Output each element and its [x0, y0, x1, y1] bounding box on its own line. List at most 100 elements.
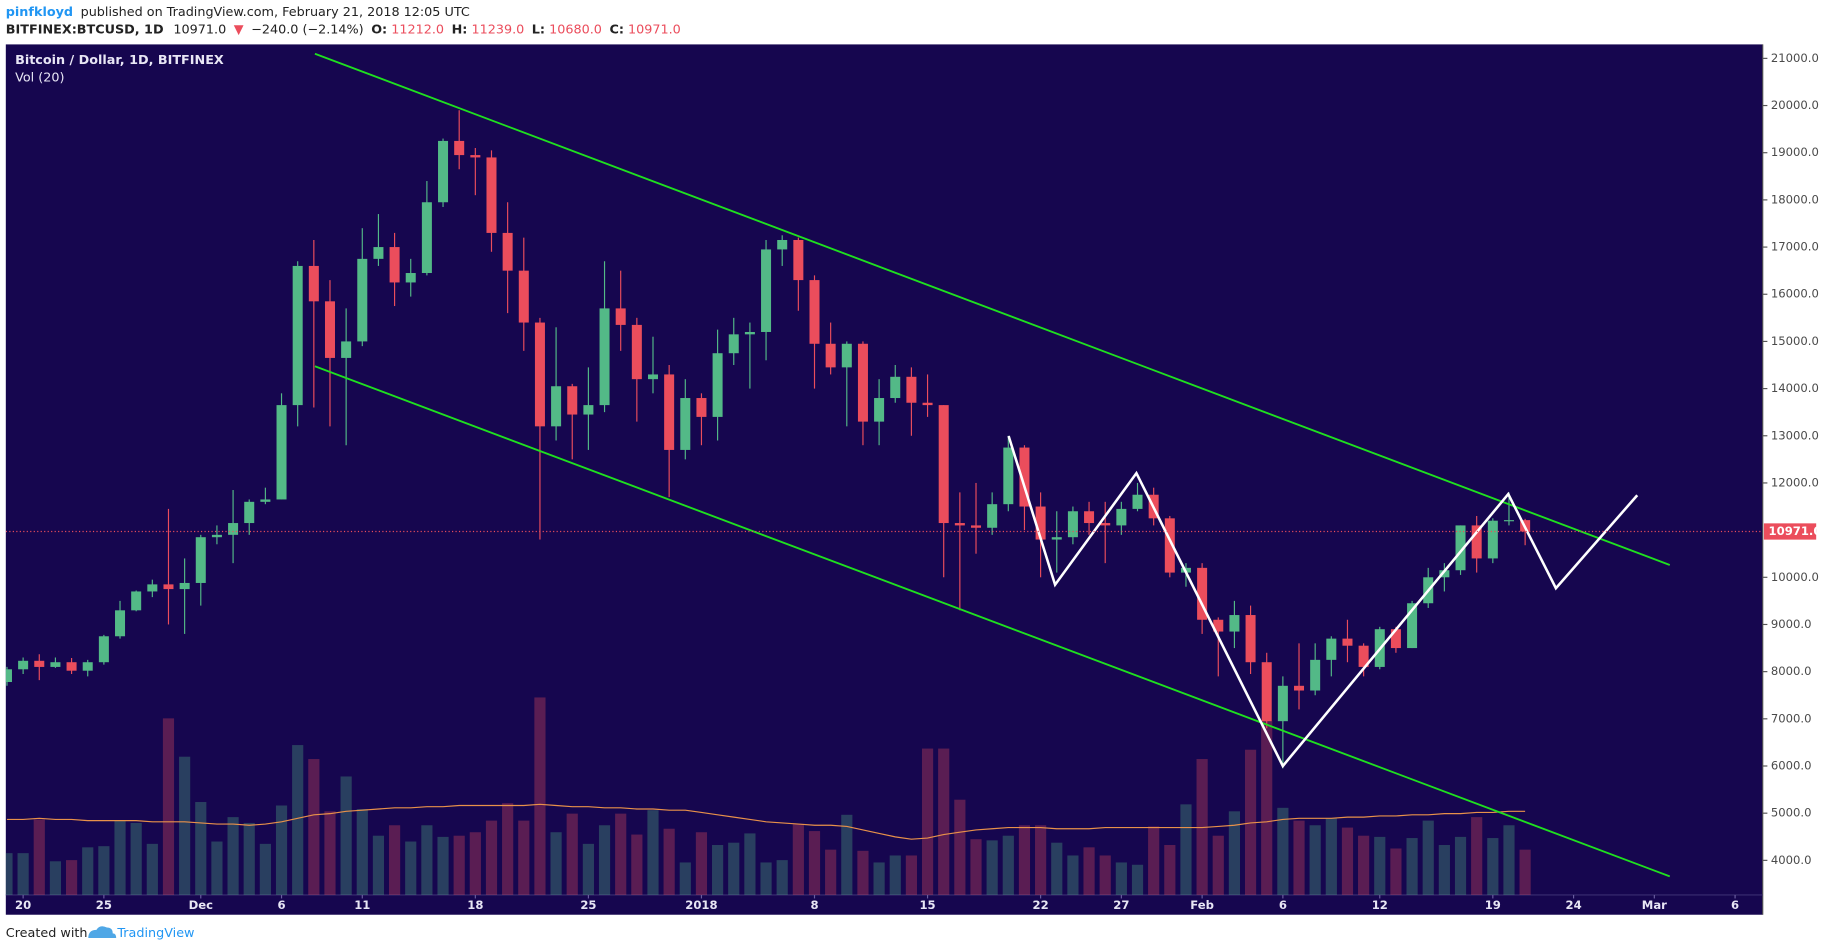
candle-body	[664, 374, 675, 450]
drawings	[314, 52, 1671, 878]
candle-body	[938, 405, 949, 524]
candle-body	[793, 239, 804, 281]
y-tick-label: 12000.0	[1771, 475, 1819, 489]
candle-body	[551, 386, 562, 427]
candle-body	[1487, 520, 1498, 559]
x-tick-label: 25	[580, 898, 596, 912]
volume-bar	[970, 839, 982, 895]
candle-body	[1067, 511, 1078, 538]
volume-bar	[1212, 835, 1224, 895]
volume-bar	[1228, 811, 1241, 895]
candle-body	[1100, 523, 1111, 526]
volume-bar	[1341, 827, 1354, 895]
candle-body	[534, 322, 545, 427]
volume-bar	[324, 811, 336, 895]
volume-bar	[1454, 836, 1467, 895]
volume-bar	[938, 748, 950, 895]
volume-bar	[1471, 817, 1483, 895]
change-arrow: ▼	[234, 22, 244, 37]
candle-body	[357, 258, 368, 342]
footer-brand[interactable]: TradingView	[116, 926, 194, 941]
candle-body	[324, 301, 335, 358]
axes: 21000.0 20000.0 19000.0 18000.0 17000.0 16000…	[15, 51, 1819, 912]
candle-body	[1261, 662, 1272, 722]
candle-body	[1035, 506, 1046, 540]
volume-bar	[534, 697, 546, 895]
candle-body	[971, 525, 982, 528]
open-value: 11212.0	[391, 22, 444, 37]
volume-bar	[1018, 825, 1031, 895]
volume-bar	[695, 832, 708, 895]
y-tick-label: 17000.0	[1771, 240, 1819, 254]
candle-body	[389, 247, 400, 283]
volume-bar	[485, 820, 498, 895]
x-tick-label: 19	[1485, 898, 1501, 912]
candle-body	[1455, 525, 1466, 571]
candle-body	[696, 398, 707, 417]
volume-bar	[33, 819, 45, 895]
candle-body	[98, 636, 109, 663]
volume-bar	[1002, 835, 1014, 895]
volume-bar	[760, 862, 772, 895]
volume-bar	[1374, 836, 1386, 895]
candle-body	[50, 662, 61, 667]
candle-body	[1213, 619, 1224, 632]
candle-body	[18, 660, 29, 670]
candle-body	[163, 584, 174, 590]
volume-bar	[130, 822, 142, 895]
candle-body	[341, 341, 352, 358]
volume-bar	[1406, 838, 1418, 895]
zigzag-pattern	[1007, 435, 1639, 769]
volume-bar	[227, 817, 239, 895]
last-price-box	[1763, 523, 1817, 540]
volume-bar	[1390, 848, 1402, 895]
volume-bar	[421, 825, 433, 895]
x-tick-label: 24	[1566, 898, 1582, 912]
header-line-1: pinfkloyd published on TradingView.com, …	[6, 4, 470, 19]
candle-body	[1471, 525, 1482, 559]
candle-body	[1310, 659, 1321, 691]
candle-body	[211, 534, 222, 538]
volume-bar	[598, 825, 611, 895]
logo-cloud	[88, 926, 117, 938]
candle-body	[373, 247, 384, 259]
candle-body	[615, 308, 626, 325]
x-tick-label: 6	[277, 898, 285, 912]
candle-body	[583, 405, 594, 415]
volume-bar	[1325, 818, 1337, 895]
low-label: L:	[532, 22, 545, 37]
candle-body	[1503, 520, 1514, 522]
candle-body	[34, 660, 45, 667]
symbol: BITFINEX:BTCUSD, 1D	[6, 22, 164, 37]
candle-body	[680, 398, 691, 450]
candle-body	[1407, 603, 1418, 649]
volume-bar	[308, 759, 320, 895]
candle-body	[1197, 567, 1208, 620]
last-price: 10971.0	[173, 22, 226, 37]
volume-bar	[566, 813, 578, 895]
candle-body	[761, 249, 772, 332]
candle-body	[1277, 685, 1288, 722]
volume-bar	[1099, 855, 1111, 895]
volume-bar	[98, 846, 110, 895]
candle-body	[809, 280, 820, 344]
x-tick-label: 27	[1113, 898, 1129, 912]
chart-title: Bitcoin / Dollar, 1D, BITFINEX	[15, 53, 224, 68]
volume-bar	[405, 841, 417, 895]
volume-bar	[776, 860, 788, 895]
volume-bar	[954, 799, 966, 895]
candle-body	[1084, 511, 1095, 524]
candle-body	[115, 610, 126, 637]
volume-bar	[437, 836, 449, 895]
author[interactable]: pinfkloyd	[6, 4, 73, 19]
candle-body	[1019, 447, 1030, 507]
candle-body	[890, 376, 901, 399]
price-label: 10971.0	[1763, 523, 1821, 540]
x-tick-label: 2018	[685, 898, 717, 912]
y-tick-label: 7000.0	[1771, 711, 1812, 725]
publish-info: published on TradingView.com, February 2…	[81, 4, 470, 19]
candle-body	[841, 343, 852, 368]
x-tick-label: 18	[467, 898, 483, 912]
lower-trendline	[314, 365, 1671, 878]
